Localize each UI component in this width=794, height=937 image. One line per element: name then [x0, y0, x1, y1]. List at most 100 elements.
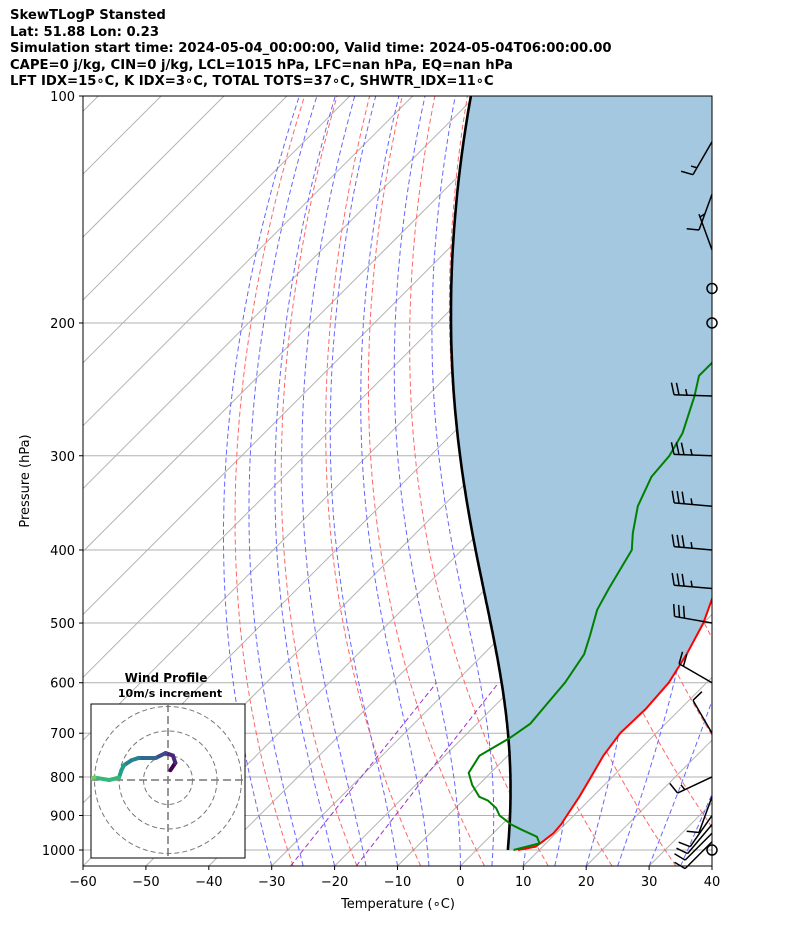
sounding-profiles	[449, 96, 712, 851]
barb-feather	[682, 605, 686, 619]
dry-adiabat	[280, 96, 358, 866]
wind-barb	[678, 815, 713, 848]
barb-feather	[682, 654, 688, 667]
barb-shaft	[698, 213, 713, 251]
barb-half-feather	[690, 541, 693, 549]
barb-shaft	[689, 815, 713, 848]
barb-feather	[671, 490, 675, 504]
hodograph-title: Wind Profile	[125, 671, 208, 685]
y-tick-label: 700	[50, 727, 75, 742]
barb-shaft	[674, 584, 713, 590]
moist-adiabat	[648, 699, 712, 866]
barb-feather	[686, 830, 700, 834]
barb-feather	[671, 534, 675, 547]
barb-half-feather	[680, 784, 686, 791]
barb-feather	[675, 442, 680, 455]
wind-barb	[670, 442, 713, 457]
time-line: Simulation start time: 2024-05-04_00:00:…	[10, 41, 612, 56]
x-tick-label: −50	[132, 875, 159, 890]
barb-half-feather	[690, 580, 693, 587]
wind-barb	[671, 534, 713, 551]
barb-feather	[677, 604, 681, 618]
dry-adiabat	[761, 96, 794, 866]
barb-feather	[676, 491, 680, 504]
isotherm	[334, 487, 712, 866]
barb-shaft	[677, 776, 713, 794]
moist-adiabat	[223, 96, 300, 866]
barb-shaft	[674, 545, 713, 551]
wind-barb	[686, 194, 713, 231]
axes: −60 −50 −40 −30 −20 −10 0 10 20 30 40 100 200 300 400 5…	[42, 90, 720, 890]
wind-barb	[706, 844, 718, 856]
convection-indices-line: CAPE=0 j/kg, CIN=0 j/kg, LCL=1015 hPa, L…	[10, 57, 513, 73]
x-tick-label: 40	[704, 875, 721, 890]
barb-shaft	[684, 841, 713, 870]
y-tick-label: 800	[50, 771, 75, 786]
barb-feather	[669, 782, 679, 794]
dewpoint-line	[467, 361, 712, 851]
moist-adiabat	[711, 864, 712, 866]
barb-half-feather	[690, 498, 693, 505]
x-axis-label: Temperature (∘C)	[340, 897, 455, 912]
wind-barb	[674, 832, 713, 861]
barb-feather	[676, 573, 680, 586]
barb-shaft	[686, 824, 713, 855]
x-tick-label: 30	[641, 875, 658, 890]
barb-feather	[692, 691, 703, 701]
isotherm	[522, 676, 712, 866]
barb-half-feather	[690, 165, 698, 169]
y-tick-label: 200	[50, 317, 75, 332]
barb-shaft	[673, 393, 713, 397]
barb-half-feather	[684, 388, 688, 396]
barb-feather	[680, 170, 694, 176]
wind-barb	[671, 490, 713, 507]
barb-feather	[680, 442, 685, 455]
isotherm	[83, 96, 414, 427]
barb-feather	[670, 442, 675, 455]
moist-adiabat	[274, 96, 336, 866]
wind-barb	[706, 282, 718, 295]
wind-barb	[692, 691, 713, 734]
y-tick-label: 300	[50, 450, 75, 465]
y-tick-label: 900	[50, 810, 75, 825]
barb-feather	[681, 573, 685, 587]
barb-feather	[676, 847, 688, 855]
barb-feather	[671, 572, 675, 586]
barb-shaft	[674, 615, 713, 624]
dry-adiabat	[325, 96, 422, 866]
hodograph-subtitle: 10m/s increment	[118, 687, 222, 700]
chart-header: SkewTLogP Stansted Lat: 51.88 Lon: 0.23 …	[10, 8, 612, 91]
barb-feather	[675, 382, 680, 396]
barb-feather	[681, 491, 685, 504]
wind-barb	[671, 572, 713, 590]
chart-title: SkewTLogP Stansted	[10, 8, 166, 23]
x-tick-label: −10	[384, 875, 411, 890]
x-tick-label: −40	[195, 875, 222, 890]
y-tick-label: 1000	[42, 844, 75, 859]
wind-barb	[678, 651, 713, 684]
hodograph-segment	[92, 775, 112, 782]
hodograph-segment	[91, 775, 97, 781]
barb-shaft	[674, 502, 713, 507]
barb-feather	[686, 227, 700, 231]
barb-shaft	[692, 141, 713, 176]
wind-barb	[670, 382, 713, 397]
barb-shaft	[684, 832, 713, 861]
barb-shaft	[673, 453, 713, 457]
wind-barb	[686, 796, 713, 834]
isotherm	[83, 96, 225, 238]
moist-adiabat	[431, 96, 495, 866]
wind-barb	[676, 824, 713, 855]
moist-adiabat	[301, 96, 367, 866]
wind-barb	[672, 604, 713, 624]
moist-adiabat	[775, 96, 794, 866]
x-tick-label: 20	[578, 875, 595, 890]
mixing-ratio-line	[290, 682, 437, 866]
barb-shaft	[678, 663, 713, 684]
wind-barb	[680, 141, 713, 176]
moist-adiabat	[744, 96, 794, 866]
dry-adiabat	[234, 96, 305, 866]
moist-adiabat	[329, 96, 398, 866]
x-tick-label: 10	[515, 875, 532, 890]
wind-barb	[669, 776, 713, 794]
